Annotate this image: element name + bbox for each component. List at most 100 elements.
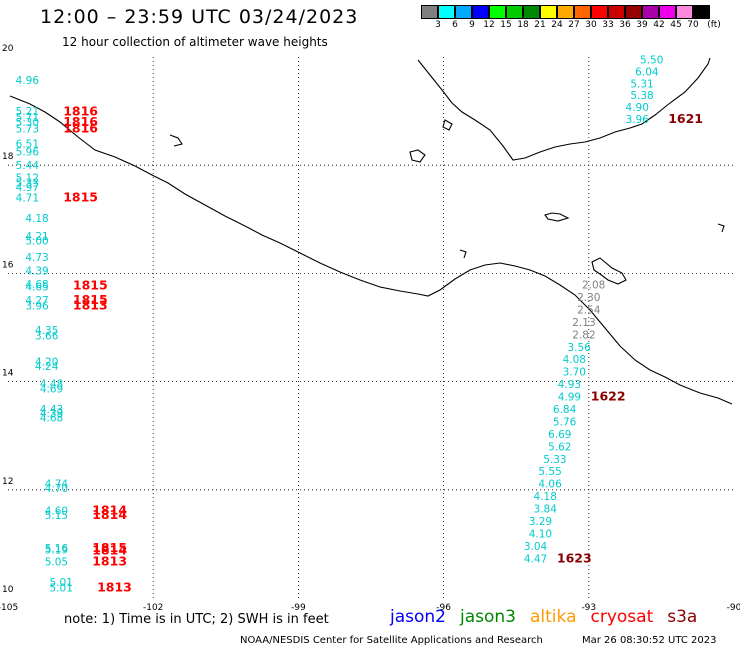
island-6 xyxy=(442,119,453,131)
wave-height-label: 4.97 xyxy=(16,182,39,194)
legend-label: 18 xyxy=(517,20,529,30)
wave-height-label: 5.33 xyxy=(16,177,39,189)
legend-label: 70 xyxy=(687,20,699,30)
wave-height-label: 2.54 xyxy=(577,304,601,316)
wave-height-label: 6.51 xyxy=(16,138,39,150)
wave-height-label: 5.01 xyxy=(50,583,73,595)
wave-height-label: 4.08 xyxy=(563,354,586,366)
legend-swatch xyxy=(625,5,642,19)
wave-height-label: 3.84 xyxy=(534,504,558,516)
lat-tick-label: 14 xyxy=(2,369,14,379)
pass-time-label: 1813 xyxy=(92,554,127,569)
wave-height-label: 4.65 xyxy=(25,282,48,294)
wave-height-label: 5.15 xyxy=(45,510,68,522)
wave-height-label: 5.30 xyxy=(16,117,39,129)
pass-time-labels: 1816181618161815181518151813181418141815… xyxy=(63,103,703,594)
color-legend: 3 6 9 12 15 18 21 24 27 30 33 36 39 42 45 70 (ft) xyxy=(421,5,721,34)
lon-tick-label: -102 xyxy=(143,603,163,613)
wave-height-label: 4.20 xyxy=(35,356,58,368)
legend-label: 9 xyxy=(469,20,475,30)
wave-height-label: 6.04 xyxy=(635,66,659,78)
pass-time-label: 1623 xyxy=(557,550,592,565)
generation-timestamp: Mar 26 08:30:52 UTC 2023 xyxy=(582,635,717,646)
wave-height-label: 3.56 xyxy=(567,342,591,354)
wave-height-label: 4.90 xyxy=(626,102,649,114)
wave-height-label: 4.70 xyxy=(45,483,68,495)
pass-time-label: 1622 xyxy=(591,389,626,404)
legend-swatch xyxy=(472,5,489,19)
wave-height-label: 5.16 xyxy=(45,543,69,555)
island-5 xyxy=(169,134,183,147)
wave-height-label: 5.38 xyxy=(630,90,653,102)
footnote: note: 1) Time is in UTC; 2) SWH is in fe… xyxy=(64,612,329,627)
pass-time-label: 1813 xyxy=(97,580,132,595)
pass-time-label: 1815 xyxy=(92,540,127,555)
lat-tick-label: 18 xyxy=(2,152,14,162)
lat-tick-label: 20 xyxy=(2,44,14,54)
legend-swatches xyxy=(421,5,710,19)
lon-tick-label: -96 xyxy=(436,603,451,613)
wave-height-values: 4.965.215.715.305.736.515.965.445.125.33… xyxy=(16,54,664,594)
legend-swatch xyxy=(455,5,472,19)
credit-line: NOAA/NESDIS Center for Satellite Applica… xyxy=(240,635,543,646)
legend-labels: 3 6 9 12 15 18 21 24 27 30 33 36 39 42 45 70 (ft) xyxy=(421,20,721,34)
pass-time-label: 1621 xyxy=(668,111,703,126)
pass-time-label: 1814 xyxy=(92,507,127,522)
legend-label: 27 xyxy=(568,20,580,30)
wave-height-label: 2.13 xyxy=(572,317,595,329)
wave-height-label: 5.00 xyxy=(25,236,48,248)
wave-height-label: 4.96 xyxy=(16,75,40,87)
pass-time-label: 1813 xyxy=(73,298,108,313)
pass-time-label: 1816 xyxy=(63,121,98,136)
pass-time-label: 1815 xyxy=(73,278,108,293)
lat-tick-label: 12 xyxy=(2,477,13,487)
legend-swatch xyxy=(642,5,659,19)
wave-height-label: 2.82 xyxy=(572,329,595,341)
wave-height-label: 5.76 xyxy=(553,416,577,428)
legend-label: 36 xyxy=(619,20,631,30)
pass-time-label: 1814 xyxy=(92,543,127,558)
wave-height-label: 5.19 xyxy=(45,545,68,557)
mission-cryosat: cryosat xyxy=(590,607,654,627)
wave-height-label: 4.68 xyxy=(25,279,48,291)
legend-label: 42 xyxy=(653,20,665,30)
island-2 xyxy=(544,212,570,222)
wave-height-label: 3.70 xyxy=(563,367,586,379)
wave-height-label: 2.08 xyxy=(582,280,605,292)
wave-height-label: 6.69 xyxy=(548,429,571,441)
legend-label: 30 xyxy=(585,20,597,30)
wave-height-label: 4.18 xyxy=(534,491,557,503)
wave-height-label: 3.04 xyxy=(524,541,548,553)
island-1 xyxy=(409,149,426,163)
wave-height-label: 4.21 xyxy=(25,231,48,243)
wave-height-label: 2.30 xyxy=(577,292,600,304)
wave-height-label: 5.33 xyxy=(543,454,566,466)
mission-s3a: s3a xyxy=(667,607,698,627)
wave-height-label: 4.06 xyxy=(538,479,562,491)
wave-height-label: 5.55 xyxy=(538,466,561,478)
island-7 xyxy=(717,223,725,233)
wave-height-label: 4.99 xyxy=(558,392,581,404)
wave-height-label: 4.24 xyxy=(35,361,59,373)
pass-time-label: 1815 xyxy=(73,292,108,307)
legend-swatch xyxy=(421,5,438,19)
lon-tick-label: -105 xyxy=(0,603,18,613)
lat-tick-label: 16 xyxy=(2,260,14,270)
legend-swatch xyxy=(693,5,710,19)
legend-label: 12 xyxy=(483,20,495,30)
legend-swatch xyxy=(574,5,591,19)
island-3 xyxy=(591,257,627,285)
wave-height-label: 4.93 xyxy=(558,379,581,391)
wave-height-label: 5.12 xyxy=(16,172,39,184)
legend-swatch xyxy=(523,5,540,19)
mission-altika: altika xyxy=(530,607,577,627)
wave-height-label: 5.71 xyxy=(16,112,39,124)
wave-height-label: 5.73 xyxy=(16,124,39,136)
legend-swatch xyxy=(489,5,506,19)
island-4 xyxy=(459,249,467,259)
legend-label: 24 xyxy=(551,20,563,30)
pacific-coastline xyxy=(9,95,733,405)
map-title: 12:00 – 23:59 UTC 03/24/2023 xyxy=(40,6,359,28)
wave-height-label: 5.01 xyxy=(50,577,73,589)
